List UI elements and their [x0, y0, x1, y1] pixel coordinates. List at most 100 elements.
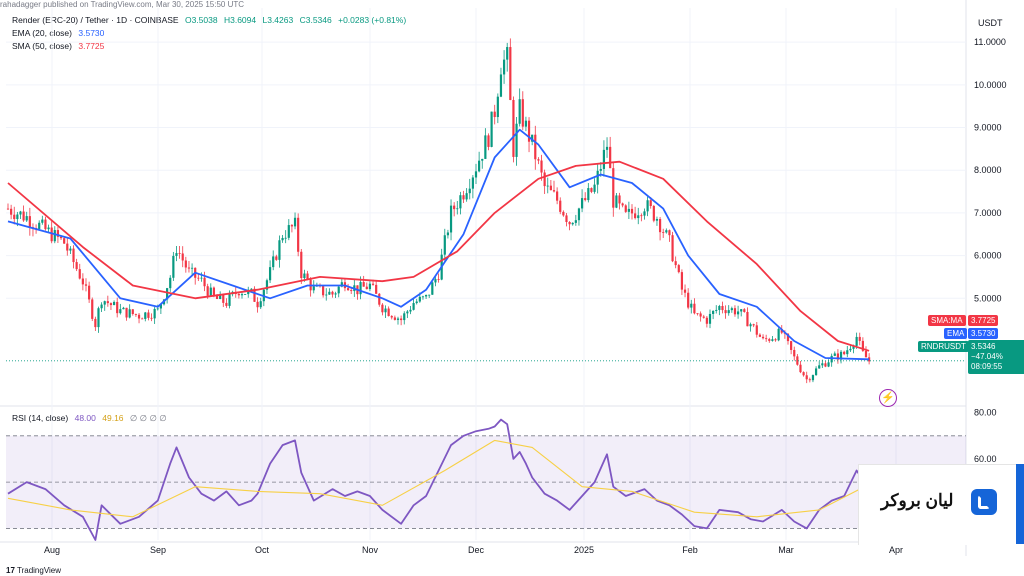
candle-body [562, 211, 565, 216]
percent-change: −47.04% [971, 352, 1003, 361]
candle-body [424, 294, 428, 297]
candle-body [446, 232, 450, 236]
ema-legend[interactable]: EMA (20, close) 3.5730 [12, 28, 104, 38]
candle-body [284, 237, 287, 239]
candle-body [868, 357, 871, 362]
candle-body [740, 309, 743, 312]
candle-body [605, 146, 609, 150]
candle-body [228, 294, 231, 306]
candle-body [63, 238, 66, 244]
candle-body [858, 336, 861, 341]
x-tick-label: Apr [889, 545, 903, 555]
candle-body [655, 218, 659, 221]
candle-body [702, 316, 705, 318]
candle-body [434, 279, 437, 283]
x-tick-label: Mar [778, 545, 794, 555]
sma-tag-value: 3.7725 [971, 316, 996, 325]
candle-body [200, 277, 203, 279]
candle-body [580, 198, 584, 209]
candle-body [56, 230, 60, 237]
candle-body [44, 219, 47, 230]
candle-body [596, 170, 599, 185]
sma-legend[interactable]: SMA (50, close) 3.7725 [12, 41, 104, 51]
candle-body [100, 304, 103, 309]
candle-body [602, 149, 606, 169]
candle-body [103, 301, 106, 305]
ema-price-tag: EMA [944, 328, 968, 339]
candle-body [693, 303, 696, 314]
candle-body [599, 168, 602, 171]
candle-body [41, 219, 44, 223]
candle-body [811, 375, 815, 381]
broker-logo-icon [971, 489, 997, 515]
candle-body [768, 339, 771, 341]
candle-body [777, 328, 780, 341]
candle-body [774, 339, 777, 341]
candle-body [453, 205, 456, 210]
candle-body [112, 301, 116, 306]
candle-body [275, 256, 278, 260]
candle-body [643, 211, 646, 216]
candle-body [25, 216, 28, 221]
candle-body [237, 294, 240, 296]
candle-body [81, 278, 84, 285]
candle-body [222, 294, 225, 303]
candle-body [590, 188, 593, 192]
candle-body [534, 134, 537, 160]
y-tick-label: 11.0000 [974, 37, 1006, 47]
currency-label[interactable]: USDT [978, 18, 1003, 28]
candle-body [334, 293, 337, 295]
candle-body [412, 303, 415, 310]
candle-body [502, 59, 506, 75]
candle-body [493, 111, 496, 118]
broker-accent-bar [1016, 464, 1024, 544]
candle-body [864, 350, 868, 358]
candle-body [109, 303, 113, 306]
candle-body [396, 318, 400, 320]
candle-body [568, 222, 571, 225]
candle-body [418, 296, 421, 302]
candle-body [715, 309, 718, 311]
rsi-legend[interactable]: RSI (14, close) 48.00 49.16 ∅ ∅ ∅ ∅ [12, 413, 167, 424]
bar-countdown: 08:09:55 [971, 362, 1003, 371]
candle-body [212, 287, 216, 297]
lightning-icon[interactable]: ⚡ [879, 389, 897, 407]
candle-body [627, 208, 630, 212]
sma-line [7, 160, 870, 352]
candle-body [833, 353, 836, 356]
candle-body [836, 353, 840, 360]
candle-body [209, 287, 212, 296]
candle-body [147, 312, 150, 318]
candle-body [387, 308, 390, 317]
candle-body [634, 213, 637, 219]
candle-body [421, 296, 425, 298]
ema-line [7, 128, 870, 361]
candle-body [122, 307, 125, 310]
candle-body [537, 159, 540, 161]
candle-body [512, 99, 515, 157]
rsi-value: 48.00 [74, 413, 96, 423]
candle-body [771, 339, 774, 341]
symbol-legend[interactable]: Render (ERC-20) / Tether · 1D · COINBASE… [12, 15, 406, 25]
candle-body [50, 227, 53, 242]
candle-body [131, 309, 134, 315]
candle-body [250, 288, 253, 290]
x-tick-label: 2025 [574, 545, 594, 555]
candle-body [306, 273, 309, 280]
candle-body [786, 333, 790, 342]
candle-body [16, 214, 19, 220]
candle-body [362, 282, 365, 287]
candle-body [390, 316, 393, 318]
candle-body [365, 286, 368, 290]
candle-body [172, 255, 175, 278]
candle-body [465, 193, 468, 200]
candle-body [175, 253, 178, 256]
candle-body [814, 368, 818, 376]
candle-body [518, 99, 521, 124]
candle-body [793, 349, 796, 357]
candle-body [509, 47, 512, 100]
candle-body [474, 171, 478, 178]
candle-body [749, 324, 752, 327]
candle-body [265, 280, 269, 290]
